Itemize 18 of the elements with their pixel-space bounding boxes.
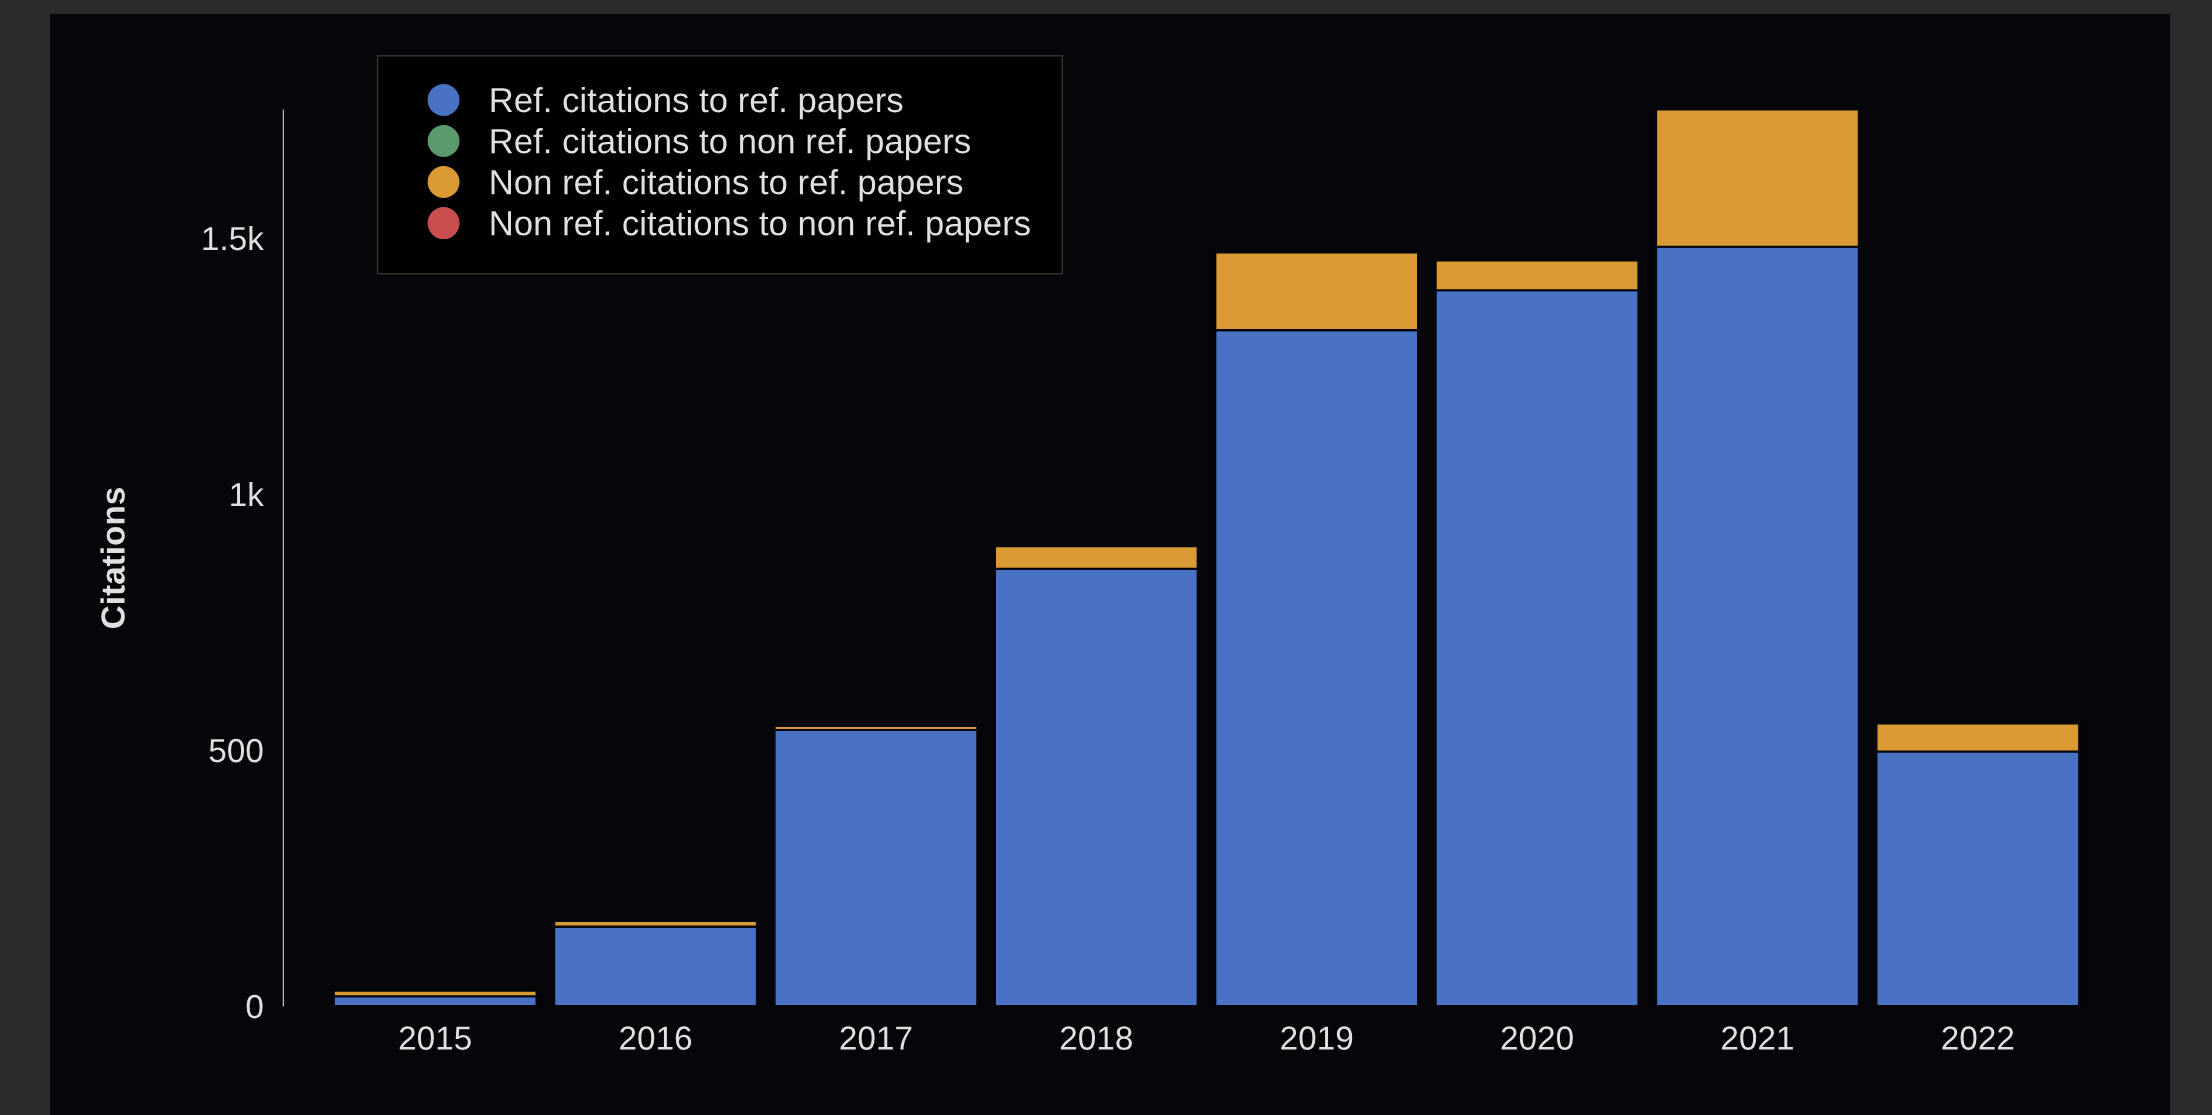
legend-label: Non ref. citations to ref. papers [491, 169, 963, 202]
x-tick-label: 2022 [1942, 1026, 2014, 1050]
x-tick-label: 2017 [840, 1026, 912, 1050]
legend-label: Non ref. citations to non ref. papers [491, 210, 1030, 243]
x-tick-label: 2019 [1281, 1026, 1353, 1050]
bar [773, 728, 979, 1006]
x-tick-label: 2020 [1501, 1026, 1573, 1050]
y-tick-label: 500 [209, 738, 263, 763]
y-tick-label: 0 [246, 994, 263, 1019]
legend-label: Ref. citations to ref. papers [491, 86, 903, 120]
x-tick-label: 2015 [399, 1026, 471, 1050]
x-tick-label: 2018 [1060, 1026, 1132, 1050]
y-tick-label: 1.5k [203, 225, 264, 251]
y-tick-label: 1k [231, 481, 264, 507]
legend-label: Ref. citations to non ref. papers [491, 127, 970, 161]
x-tick-label: 2021 [1722, 1026, 1793, 1050]
x-tick-label: 2016 [620, 1026, 692, 1050]
y-axis-title: Citations [100, 488, 125, 628]
